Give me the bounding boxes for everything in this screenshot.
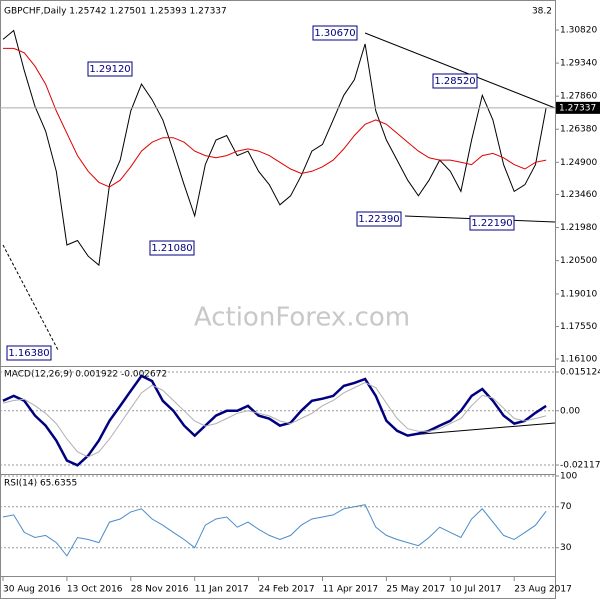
- y-tick-label: 1.30820: [560, 26, 597, 36]
- series-line: [3, 47, 547, 188]
- annotation: 1.22190: [471, 218, 512, 229]
- watermark: ActionForex.com: [194, 303, 410, 333]
- annotation: 1.28520: [434, 76, 475, 87]
- y-tick-label: 1.23460: [560, 190, 597, 200]
- annotation: 1.16380: [8, 348, 49, 359]
- x-tick-label: 11 Apr 2017: [323, 585, 379, 595]
- annotation-box: [312, 25, 358, 41]
- corner-label: 38.2: [532, 7, 552, 17]
- annotation-box: [87, 61, 133, 77]
- y-tick-label: 0.015124: [560, 368, 600, 378]
- annotation-box: [356, 211, 402, 227]
- y-tick-label: -0.021174: [560, 461, 600, 471]
- y-tick-label: 1.19010: [560, 289, 597, 299]
- annotation-box: [432, 73, 478, 89]
- rsi-title: RSI(14) 65.6355: [4, 479, 77, 489]
- y-tick-label: 1.21980: [560, 223, 597, 233]
- y-tick-label: 100: [560, 472, 577, 482]
- annotation-box: [469, 215, 515, 231]
- y-tick-label: 30: [560, 543, 572, 553]
- y-tick-label: 1.26380: [560, 125, 597, 135]
- y-tick-label: 1.27860: [560, 92, 597, 102]
- annotation: 1.30670: [314, 28, 355, 39]
- last-price-box: [556, 101, 600, 114]
- x-tick-label: 13 Oct 2016: [67, 585, 123, 595]
- series-line: [2, 29, 547, 267]
- series-line: [2, 504, 547, 557]
- annotation-box: [6, 345, 52, 361]
- y-tick-label: 1.24900: [560, 158, 597, 168]
- y-tick-label: 1.17550: [560, 322, 597, 332]
- x-tick-label: 23 Aug 2017: [514, 585, 572, 595]
- last-price-label: 1.27337: [559, 103, 596, 113]
- y-tick-label: 1.29340: [560, 59, 597, 69]
- resistance-line: [364, 32, 556, 109]
- macd-title: MACD(12,26,9) 0.001922 -0.002672: [4, 370, 167, 380]
- annotation: 1.29120: [89, 64, 130, 75]
- x-tick-label: 30 Aug 2016: [3, 585, 61, 595]
- price-title: GBPCHF,Daily 1.25742 1.27501 1.25393 1.2…: [4, 7, 227, 17]
- annotation: 1.22390: [358, 214, 399, 225]
- y-tick-label: 70: [560, 502, 572, 512]
- y-tick-label: 0.00: [560, 406, 580, 416]
- annotation: 1.21080: [151, 243, 192, 254]
- series-line: [2, 374, 547, 467]
- x-tick-label: 24 Feb 2017: [259, 585, 315, 595]
- x-tick-label: 28 Nov 2016: [131, 585, 189, 595]
- x-tick-label: 11 Jan 2017: [195, 585, 249, 595]
- x-tick-label: 10 Jul 2017: [450, 585, 501, 595]
- y-tick-label: 1.16100: [560, 354, 597, 364]
- macd-trend-line: [409, 422, 556, 436]
- annotation-box: [149, 240, 195, 256]
- x-tick-label: 25 May 2017: [386, 585, 445, 595]
- series-line: [2, 382, 547, 458]
- plot-frame: [0, 0, 556, 599]
- y-tick-label: 1.20500: [560, 256, 597, 266]
